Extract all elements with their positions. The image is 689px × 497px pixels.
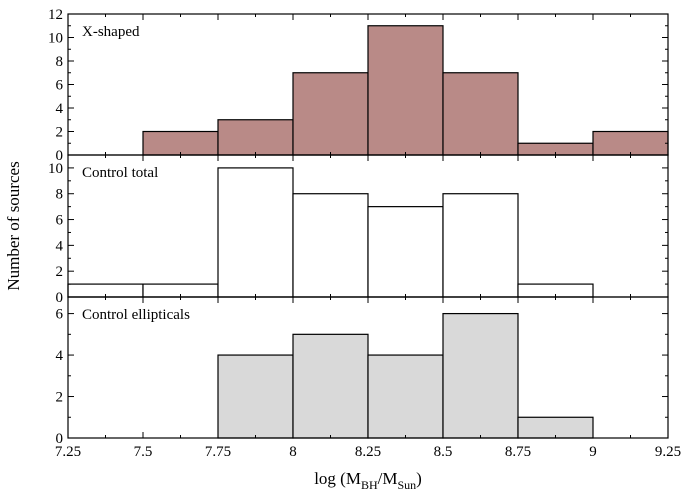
y-tick-label: 0 bbox=[56, 148, 64, 164]
y-tick-label: 8 bbox=[56, 187, 64, 203]
x-axis-title: log (MBH/MSun) bbox=[314, 469, 422, 492]
panel-1: 0 2 4 6 8 10 12 X-shaped bbox=[48, 7, 669, 164]
x-tick-label: 9.25 bbox=[655, 444, 681, 460]
y-tick-label: 4 bbox=[56, 101, 64, 117]
bar bbox=[442, 72, 519, 156]
y-tick-label: 2 bbox=[56, 390, 64, 406]
y-tick-label: 10 bbox=[48, 31, 63, 47]
y-tick-label: 6 bbox=[56, 307, 64, 323]
y-tick-label: 6 bbox=[56, 78, 64, 94]
y-tick-label: 4 bbox=[56, 238, 64, 254]
bar bbox=[217, 119, 294, 156]
panel-2: 0 2 4 6 8 10 Control total bbox=[48, 154, 669, 306]
x-title-sub-bh: BH bbox=[361, 478, 378, 492]
x-tick-label: 8.5 bbox=[434, 444, 453, 460]
bar bbox=[292, 193, 369, 298]
panel-label: X-shaped bbox=[82, 24, 140, 40]
panel-3: 0 2 4 6 Control ellipticals bbox=[56, 296, 669, 447]
x-title-mid: /M bbox=[378, 469, 398, 488]
x-title-suffix: ) bbox=[416, 469, 422, 488]
y-tick-label: 4 bbox=[56, 348, 64, 364]
bar bbox=[142, 130, 219, 156]
y-tick-label: 2 bbox=[56, 264, 64, 280]
panel-label: Control ellipticals bbox=[82, 307, 190, 323]
y-tick-label: 10 bbox=[48, 161, 63, 177]
x-tick-label: 8.25 bbox=[355, 444, 381, 460]
x-tick-label: 7.25 bbox=[55, 444, 81, 460]
bar bbox=[367, 25, 444, 156]
y-tick-label: 8 bbox=[56, 54, 64, 70]
bar bbox=[217, 354, 294, 439]
bar bbox=[442, 312, 519, 439]
y-tick-label: 6 bbox=[56, 213, 64, 229]
y-axis-title: Number of sources bbox=[4, 161, 23, 290]
x-tick-label: 9 bbox=[589, 444, 597, 460]
bar bbox=[217, 167, 294, 298]
bar bbox=[367, 206, 444, 298]
x-tick-label: 7.75 bbox=[205, 444, 231, 460]
bar bbox=[592, 130, 669, 156]
x-tick-label: 7.5 bbox=[134, 444, 153, 460]
x-tick-label: 8 bbox=[289, 444, 297, 460]
x-title-sub-sun: Sun bbox=[397, 478, 416, 492]
bar bbox=[442, 193, 519, 298]
bar bbox=[292, 333, 369, 439]
bar bbox=[517, 416, 594, 439]
y-tick-label: 0 bbox=[56, 290, 64, 306]
y-tick-label: 12 bbox=[48, 7, 63, 23]
bar bbox=[292, 72, 369, 156]
x-tick-label: 8.75 bbox=[505, 444, 531, 460]
x-title-prefix: log (M bbox=[314, 469, 361, 488]
y-tick-label: 0 bbox=[56, 431, 64, 447]
y-tick-label: 2 bbox=[56, 125, 64, 141]
panel-label: Control total bbox=[82, 165, 158, 181]
bar bbox=[367, 354, 444, 439]
